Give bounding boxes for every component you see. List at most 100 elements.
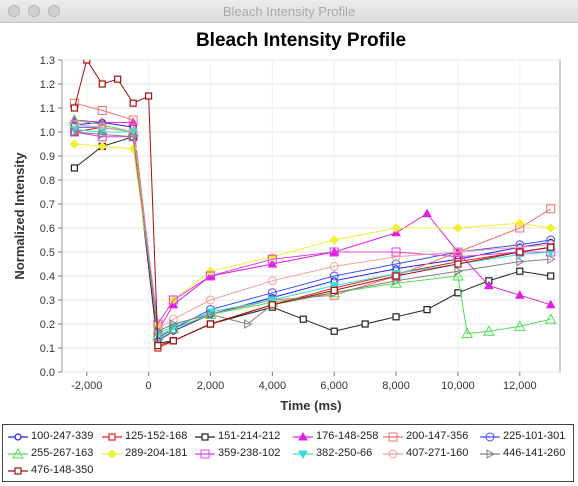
x-tick-label: 4,000 [259, 380, 287, 392]
data-point [70, 104, 78, 112]
x-tick-label: -2,000 [71, 380, 102, 392]
y-tick-label: 0.4 [40, 271, 55, 283]
y-tick-label: 0.8 [40, 175, 55, 187]
data-point [299, 315, 307, 323]
x-tick-label: 6,000 [320, 380, 348, 392]
data-point [516, 248, 524, 256]
data-point [452, 269, 464, 281]
legend-marker [12, 448, 24, 459]
series-line [74, 102, 551, 337]
data-point [97, 105, 107, 115]
legend-swatch [195, 433, 215, 441]
series-407-271-160 [69, 120, 556, 334]
legend-marker [14, 467, 22, 475]
data-point [167, 322, 180, 334]
window-titlebar: Bleach Intensity Profile [0, 0, 578, 23]
data-point [68, 113, 81, 125]
legend-swatch [383, 449, 403, 459]
data-point [330, 286, 338, 294]
data-point [545, 299, 556, 309]
x-tick-label: 8,000 [382, 380, 410, 392]
y-tick-label: 0.3 [40, 295, 55, 307]
data-point [329, 271, 339, 281]
legend-label: 476-148-350 [31, 464, 94, 476]
legend-marker [298, 450, 308, 460]
data-point [454, 260, 462, 268]
data-point [454, 266, 463, 277]
minimize-window-button[interactable] [28, 5, 40, 17]
data-point [169, 319, 179, 329]
legend-swatch [293, 431, 313, 441]
data-point [129, 131, 139, 142]
data-point [205, 295, 215, 305]
x-axis-label: Time (ms) [280, 398, 341, 413]
data-point [423, 306, 431, 314]
data-point [69, 120, 79, 130]
y-tick-label: 0.9 [40, 151, 55, 163]
data-point [422, 208, 432, 218]
data-point [98, 129, 108, 140]
y-axis-label: Normalized Intensity [12, 152, 27, 280]
window-title: Bleach Intensity Profile [222, 4, 356, 19]
data-point [98, 80, 106, 88]
legend-swatch [293, 450, 313, 460]
zoom-window-button[interactable] [48, 5, 60, 17]
y-tick-label: 0.2 [40, 319, 55, 331]
x-tick-label: 10,000 [441, 380, 475, 392]
data-point [97, 141, 107, 152]
series-line [74, 124, 551, 330]
data-point [268, 301, 276, 309]
data-point [97, 122, 107, 132]
data-point [244, 319, 253, 329]
series-line [74, 131, 551, 332]
y-tick-label: 0.7 [40, 199, 55, 211]
chart-legend: 100-247-339 125-152-168 151-214-212 176-148… [2, 424, 574, 482]
legend-label: 446-141-260 [503, 447, 566, 459]
data-point [361, 320, 369, 328]
data-point [391, 252, 401, 262]
y-tick-label: 1.3 [40, 55, 55, 67]
data-point [392, 272, 400, 280]
data-point [205, 266, 216, 276]
legend-label: 382-250-66 [316, 447, 373, 459]
legend-marker [486, 449, 496, 459]
legend-label: 255-267-163 [31, 447, 94, 459]
data-point [154, 326, 163, 337]
legend-label: 200-147-356 [406, 430, 469, 442]
data-point [391, 259, 401, 269]
legend-label: 176-148-258 [316, 430, 379, 442]
data-point [516, 267, 524, 275]
legend-swatch [195, 449, 215, 459]
data-point [461, 327, 474, 339]
data-point [205, 271, 215, 281]
data-point [329, 247, 339, 257]
close-window-button[interactable] [8, 5, 20, 17]
data-point [128, 115, 138, 125]
legend-swatch [8, 433, 28, 441]
plot-area [61, 59, 561, 373]
legend-label: 359-238-102 [218, 447, 281, 459]
data-point [483, 325, 495, 336]
data-point [168, 314, 178, 324]
data-point [329, 235, 339, 245]
data-point [547, 272, 555, 280]
x-tick-label: 0 [146, 380, 152, 392]
legend-marker [107, 449, 117, 459]
legend-swatch [102, 433, 122, 441]
legend-marker [485, 432, 495, 442]
data-point [392, 313, 400, 321]
data-point [267, 276, 277, 286]
data-point [114, 75, 122, 83]
data-point [547, 243, 555, 251]
data-point [513, 320, 526, 331]
y-tick-label: 0.1 [40, 343, 55, 355]
legend-marker [201, 433, 209, 441]
series-line [74, 136, 551, 344]
legend-marker [298, 431, 308, 441]
legend-label: 151-214-212 [218, 430, 281, 442]
legend-marker [388, 432, 398, 442]
legend-marker [14, 433, 22, 441]
data-point [547, 254, 556, 265]
series-line [74, 143, 551, 326]
